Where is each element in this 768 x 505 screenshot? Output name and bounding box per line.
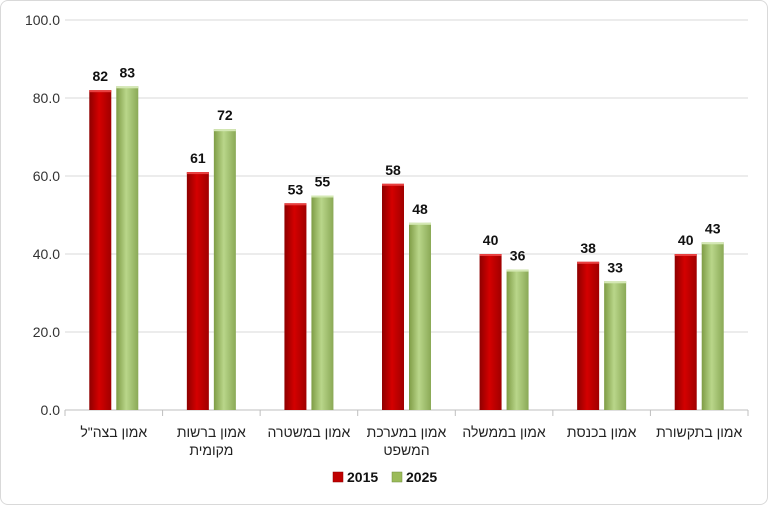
x-category-label: אמון בכנסת: [567, 424, 637, 440]
bar-top-edge: [382, 183, 404, 186]
bar-top-edge: [89, 90, 112, 93]
data-label: 43: [705, 220, 721, 236]
bar-2025: [409, 222, 431, 410]
bar-2025: [311, 195, 334, 410]
data-label: 48: [412, 201, 428, 217]
data-label: 61: [190, 150, 206, 166]
data-label: 72: [217, 107, 233, 123]
y-tick-label: 80.0: [33, 90, 60, 106]
legend-swatch-2025: [391, 471, 403, 483]
x-category-label: אמון בממשלה: [462, 424, 545, 440]
x-category-label: אמון ברשות: [177, 424, 246, 440]
x-category-label: אמון במערכת: [367, 424, 447, 440]
bar-2025: [116, 86, 139, 411]
bar-2025: [604, 281, 627, 410]
y-tick-label: 100.0: [25, 12, 60, 28]
y-tick-label: 0.0: [41, 402, 61, 418]
legend-label-2015: 2015: [347, 469, 378, 485]
legend-label-2025: 2025: [406, 469, 437, 485]
bar-top-edge: [577, 261, 600, 264]
x-category-label: אמון בתקשורת: [656, 424, 742, 440]
data-label: 40: [483, 232, 499, 248]
legend-swatch-2015: [332, 471, 344, 483]
bar-2015: [89, 90, 112, 410]
data-label: 36: [510, 248, 526, 264]
data-label: 82: [92, 68, 108, 84]
y-tick-label: 20.0: [33, 324, 60, 340]
bar-top-edge: [604, 281, 627, 284]
bar-2015: [674, 254, 697, 410]
bar-2025: [701, 242, 724, 410]
bar-2015: [382, 183, 404, 410]
bar-top-edge: [116, 86, 139, 89]
data-label: 58: [385, 162, 401, 178]
bar-2025: [506, 269, 529, 410]
bar-top-edge: [674, 254, 697, 256]
bar-top-edge: [186, 172, 209, 175]
x-category-label: אמון בצה"ל: [80, 424, 147, 440]
data-label: 83: [119, 64, 135, 80]
x-category-label: מקומית: [189, 442, 233, 458]
x-category-label: אמון במשטרה: [268, 424, 351, 440]
bar-top-edge: [311, 195, 334, 198]
bar-top-edge: [284, 203, 307, 206]
bar-2025: [213, 129, 236, 410]
x-category-label: המשפט: [383, 442, 429, 458]
data-label: 53: [288, 181, 304, 197]
y-tick-label: 40.0: [33, 246, 60, 262]
data-label: 38: [580, 240, 596, 256]
bar-top-edge: [479, 254, 502, 256]
bar-top-edge: [213, 129, 236, 132]
bar-2015: [479, 254, 502, 410]
bar-top-edge: [701, 242, 724, 245]
data-label: 55: [315, 174, 331, 190]
bar-2015: [186, 172, 209, 410]
y-tick-label: 60.0: [33, 168, 60, 184]
bar-2015: [284, 203, 307, 410]
bar-top-edge: [506, 269, 529, 272]
data-label: 40: [678, 232, 694, 248]
data-label: 33: [607, 259, 623, 275]
bar-top-edge: [409, 222, 431, 225]
bar-2015: [577, 261, 600, 410]
